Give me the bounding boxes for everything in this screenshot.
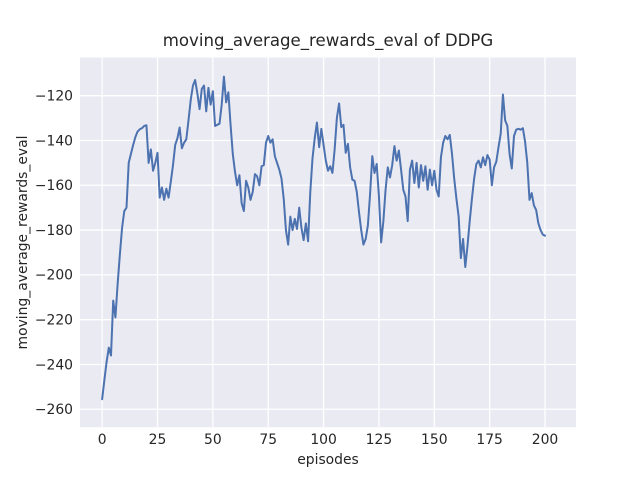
plot-background	[80, 57, 576, 428]
chart-title: moving_average_rewards_eval of DDPG	[163, 31, 494, 51]
y-tick-label: −200	[35, 268, 73, 284]
x-tick-label: 75	[259, 432, 277, 448]
x-tick-label: 200	[532, 432, 559, 448]
x-tick-label: 50	[204, 432, 222, 448]
y-tick-label: −260	[35, 402, 73, 418]
x-tick-label: 0	[98, 432, 107, 448]
y-tick-label: −140	[35, 133, 73, 149]
y-tick-label: −180	[35, 223, 73, 239]
x-tick-label: 175	[476, 432, 503, 448]
y-axis-label: moving_average_rewards_eval	[15, 136, 31, 350]
x-tick-label: 125	[366, 432, 393, 448]
x-axis-label: episodes	[297, 452, 359, 468]
x-tick-label: 150	[421, 432, 448, 448]
y-tick-label: −240	[35, 357, 73, 373]
y-tick-label: −120	[35, 88, 73, 104]
data-line-series	[101, 75, 546, 401]
y-tick-label: −220	[35, 312, 73, 328]
x-tick-label: 100	[310, 432, 337, 448]
x-tick-label: 25	[149, 432, 167, 448]
y-tick-label: −160	[35, 178, 73, 194]
